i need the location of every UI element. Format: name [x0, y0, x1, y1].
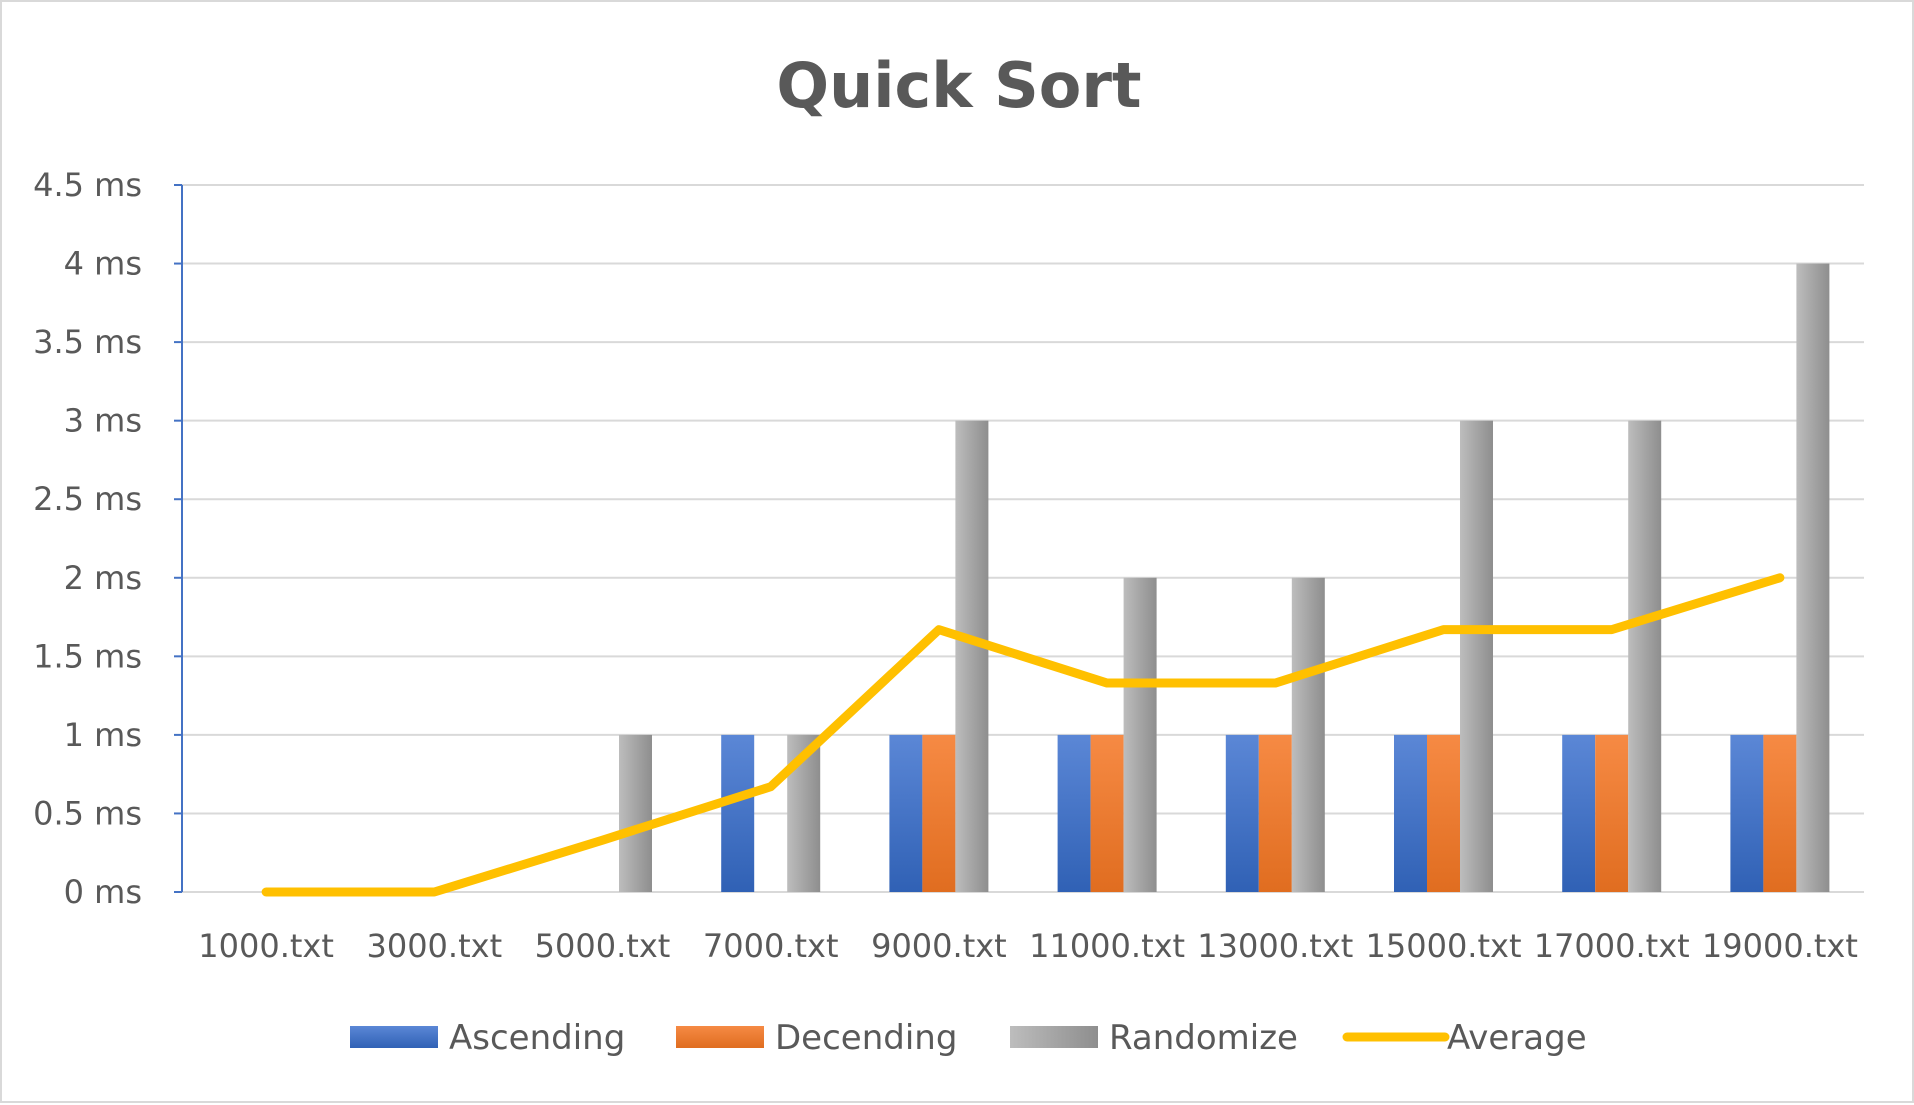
bar-randomize-19000 [1796, 263, 1830, 892]
y-tick-label: 4.5 ms [33, 166, 142, 204]
bar-randomize-15000 [1460, 420, 1493, 892]
bar-decending-15000 [1427, 734, 1460, 892]
x-tick-label: 19000.txt [1702, 927, 1858, 965]
legend-swatch-randomize [1010, 1026, 1098, 1048]
x-tick-label: 11000.txt [1029, 927, 1185, 965]
gridlines [182, 184, 1864, 893]
y-axis-tick-labels: 0 ms 0.5 ms 1 ms 1.5 ms 2 ms 2.5 ms 3 ms 3.5 ms… [33, 166, 142, 911]
x-axis-tick-labels: 1000.txt 3000.txt 5000.txt 7000.txt 9000.txt… [198, 927, 1858, 965]
x-tick-label: 3000.txt [366, 927, 502, 965]
bar-ascending-17000 [1562, 734, 1596, 892]
average-line [261, 573, 1785, 897]
bar-randomize-13000 [1291, 577, 1325, 892]
legend: Ascending Decending Randomize Average [350, 1018, 1587, 1058]
bar-decending-13000 [1258, 734, 1292, 892]
x-tick-label: 7000.txt [703, 927, 839, 965]
legend-label: Decending [775, 1018, 957, 1058]
average-point [1106, 682, 1109, 685]
x-tick-label: 9000.txt [871, 927, 1007, 965]
average-point [1274, 682, 1277, 685]
legend-label: Average [1447, 1018, 1587, 1058]
y-tick-label: 3.5 ms [33, 323, 142, 361]
bar-randomize-9000 [955, 420, 989, 892]
x-tick-label: 17000.txt [1534, 927, 1690, 965]
y-tick-label: 0.5 ms [33, 794, 142, 832]
average-point [265, 891, 268, 893]
bar-randomize-11000 [1123, 577, 1157, 892]
bar-decending-11000 [1090, 734, 1124, 892]
y-tick-label: 0 ms [64, 873, 142, 911]
average-line-layer [261, 573, 1785, 897]
legend-swatch-ascending [350, 1026, 438, 1048]
bar-decending-19000 [1763, 734, 1797, 892]
y-tick-label: 3 ms [64, 402, 142, 440]
bar-ascending-15000 [1394, 734, 1427, 892]
bar-randomize-5000 [619, 734, 652, 892]
y-axis [174, 184, 183, 893]
average-point [433, 891, 436, 893]
x-tick-label: 5000.txt [535, 927, 671, 965]
legend-label: Randomize [1109, 1018, 1298, 1058]
bar-decending-9000 [922, 734, 956, 892]
bar-ascending-13000 [1225, 734, 1259, 892]
y-tick-label: 1 ms [64, 716, 142, 754]
average-point [769, 785, 772, 788]
chart-title: Quick Sort [776, 49, 1141, 122]
legend-label: Ascending [449, 1018, 625, 1058]
average-point [601, 839, 604, 842]
bar-randomize-17000 [1628, 420, 1662, 892]
x-tick-label: 13000.txt [1197, 927, 1353, 965]
y-tick-label: 2.5 ms [33, 480, 142, 518]
legend-swatch-decending [676, 1026, 764, 1048]
bar-ascending-7000 [721, 734, 755, 892]
average-point [1778, 576, 1781, 579]
average-point [937, 628, 940, 631]
y-tick-label: 4 ms [64, 245, 142, 283]
x-tick-label: 15000.txt [1366, 927, 1522, 965]
bar-ascending-11000 [1057, 734, 1091, 892]
bar-decending-17000 [1595, 734, 1629, 892]
bar-ascending-19000 [1730, 734, 1764, 892]
y-tick-label: 1.5 ms [33, 637, 142, 675]
bars [619, 263, 1830, 892]
average-point [1442, 628, 1445, 631]
y-tick-label: 2 ms [64, 559, 142, 597]
x-tick-label: 1000.txt [198, 927, 334, 965]
bar-ascending-9000 [889, 734, 923, 892]
average-point [1610, 628, 1613, 631]
